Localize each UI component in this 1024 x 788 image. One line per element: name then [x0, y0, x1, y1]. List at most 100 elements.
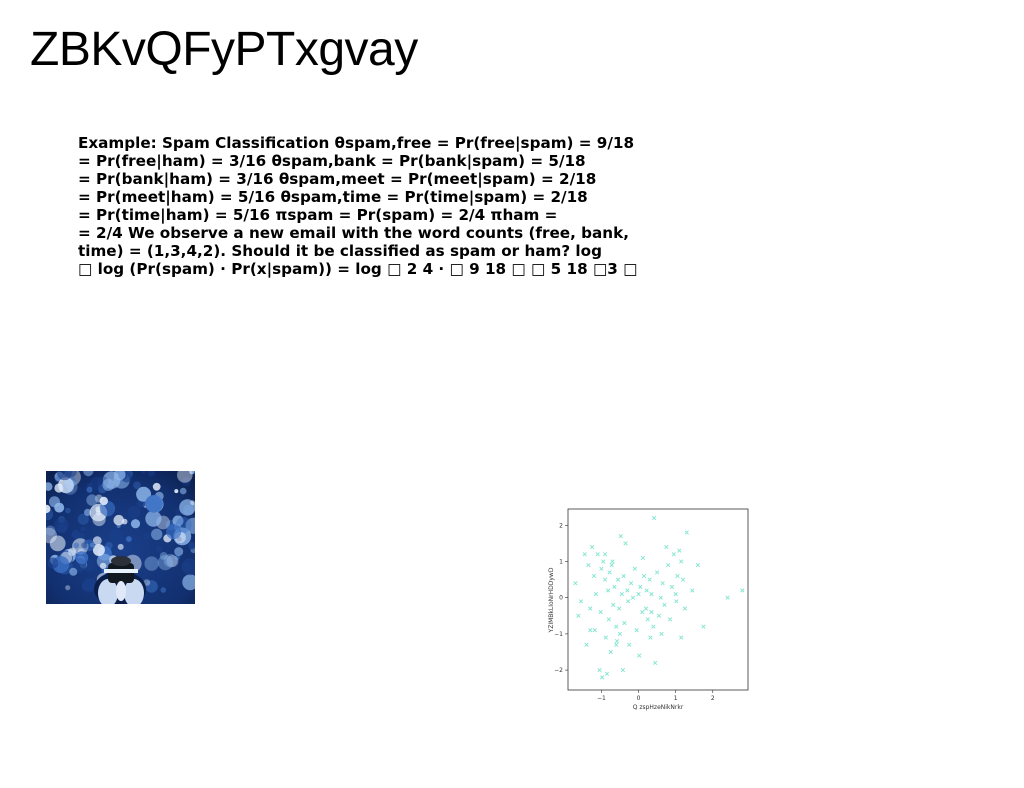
scatter-point	[632, 566, 637, 571]
scatter-point	[626, 599, 631, 604]
plot-frame	[567, 508, 749, 691]
scatter-point	[638, 584, 643, 589]
body-line: = Pr(time|ham) = 5/16 πspam = Pr(spam) =…	[78, 206, 558, 224]
scatter-point	[578, 599, 584, 604]
scatter-point	[617, 631, 623, 637]
scatter-point	[634, 628, 639, 633]
scatter-point	[609, 562, 614, 568]
scatter-point	[667, 617, 673, 622]
scatter-point	[664, 544, 669, 550]
scatter-point	[611, 602, 616, 608]
scatter-point	[640, 610, 645, 615]
scatter-svg: −1 0 1 2 −2 −1 0 1 2 Q zspHzeNikNrkr YZIMBkLIoN…	[548, 508, 749, 711]
scatter-point	[621, 573, 626, 579]
body-line: = 2/4 We observe a new email with the wo…	[78, 224, 629, 242]
x-axis-ticks: −1 0 1 2	[597, 690, 715, 702]
scatter-point	[610, 559, 615, 564]
scatter-point	[640, 555, 646, 560]
x-tick-label: 1	[674, 695, 678, 702]
scatter-point	[619, 591, 624, 597]
scatter-point	[660, 581, 665, 586]
scatter-point	[623, 541, 628, 546]
y-tick-label: −1	[554, 631, 563, 638]
scatter-points	[573, 515, 745, 680]
scatter-point	[649, 610, 654, 615]
scatter-point	[651, 515, 657, 521]
scatter-point	[684, 530, 689, 535]
scatter-point	[603, 635, 608, 640]
slide-title: ZBKvQFyPTxgvay	[30, 23, 418, 76]
scatter-point	[599, 566, 604, 571]
scatter-point	[612, 584, 617, 589]
scatter-point	[641, 573, 647, 579]
scatter-point	[669, 584, 675, 589]
scatter-point	[618, 534, 623, 539]
scatter-point	[645, 617, 650, 622]
scatter-point	[654, 570, 660, 575]
body-line: □ log (Pr(spam) · Pr(x|spam)) = log □ 2 …	[78, 260, 638, 278]
scatter-point	[586, 562, 591, 568]
scatter-point	[622, 620, 627, 626]
scatter-point	[582, 552, 587, 557]
scatter-point	[630, 595, 636, 600]
slide-body-text: Example: Spam Classification θspam,free …	[78, 134, 718, 278]
scatter-point	[682, 606, 688, 611]
scatter-point	[617, 606, 622, 611]
scatter-point	[647, 577, 652, 582]
scatter-point	[607, 570, 612, 575]
scatter-point	[674, 599, 679, 604]
scatter-point	[695, 562, 701, 568]
scatter-point	[651, 624, 656, 629]
body-line: Example: Spam Classification θspam,free …	[78, 134, 635, 152]
scatter-point	[615, 577, 621, 582]
scatter-point	[649, 591, 654, 597]
bokeh-pattern	[46, 471, 195, 593]
scatter-point	[675, 573, 680, 579]
scatter-point	[627, 642, 632, 647]
scatter-point	[591, 573, 597, 579]
scatter-point	[725, 595, 730, 600]
body-line: = Pr(free|ham) = 3/16 θspam,bank = Pr(ba…	[78, 152, 586, 170]
scatter-point	[740, 588, 745, 593]
scatter-point	[656, 613, 662, 618]
y-tick-label: 2	[559, 522, 563, 529]
photo-image	[46, 471, 195, 604]
scatter-point	[701, 624, 706, 629]
scatter-point	[658, 595, 663, 600]
scatter-point	[643, 606, 649, 611]
scatter-point	[662, 602, 667, 608]
scatter-point	[666, 562, 671, 568]
y-axis-label: YZIMBkLIoNrHDDywD	[548, 567, 555, 633]
scatter-point	[614, 642, 619, 647]
scatter-point	[573, 581, 578, 586]
scatter-point	[608, 649, 613, 655]
x-tick-label: 0	[637, 695, 641, 702]
scatter-point	[600, 675, 605, 680]
x-tick-label: −1	[597, 695, 606, 702]
scatter-point	[673, 591, 678, 597]
scatter-point	[602, 552, 608, 557]
scatter-point	[590, 544, 595, 550]
scatter-point	[644, 588, 649, 593]
scatter-point	[677, 548, 682, 553]
y-tick-label: 1	[559, 558, 563, 565]
scatter-point	[584, 642, 589, 647]
scatter-point	[605, 588, 611, 593]
scatter-point	[604, 671, 610, 676]
scatter-point	[602, 577, 608, 582]
scatter-point	[614, 624, 619, 629]
scatter-point	[593, 591, 598, 597]
scatter-point	[606, 617, 611, 622]
scatter-point	[595, 552, 600, 557]
body-line: time) = (1,3,4,2). Should it be classifi…	[78, 242, 602, 260]
scatter-point	[576, 613, 581, 618]
scatter-point	[628, 581, 634, 586]
body-line: = Pr(bank|ham) = 3/16 θspam,meet = Pr(me…	[78, 170, 597, 188]
scatter-point	[671, 552, 676, 557]
scatter-point	[614, 639, 620, 644]
body-line: = Pr(meet|ham) = 5/16 θspam,time = Pr(ti…	[78, 188, 588, 206]
scatter-point	[592, 628, 597, 633]
y-tick-label: −2	[554, 667, 563, 674]
scatter-point	[598, 610, 603, 615]
y-axis-ticks: −2 −1 0 1 2	[554, 522, 568, 674]
